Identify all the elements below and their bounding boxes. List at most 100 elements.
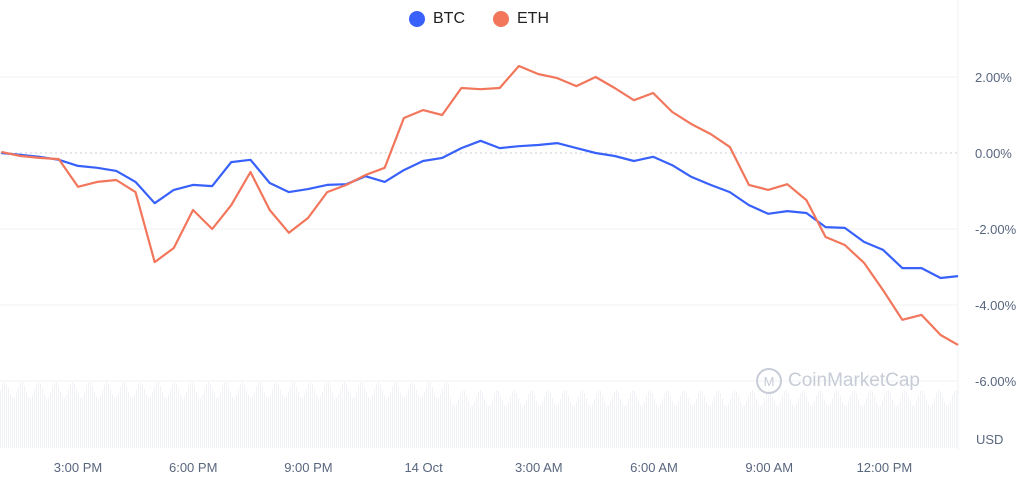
volume-bar (926, 399, 927, 448)
volume-bar (222, 386, 223, 448)
volume-bar (446, 382, 447, 448)
volume-bar (34, 389, 35, 448)
volume-bar (544, 396, 545, 448)
volume-bar (684, 390, 685, 448)
volume-bar (692, 406, 693, 448)
legend-item-btc[interactable]: BTC (409, 10, 465, 28)
volume-bar (328, 382, 329, 448)
volume-bar (380, 384, 381, 448)
volume-bar (94, 391, 95, 448)
volume-bar (478, 391, 479, 448)
series-line-btc[interactable] (1, 139, 959, 280)
volume-bar (828, 405, 829, 448)
volume-bar (586, 398, 587, 448)
volume-bar (774, 401, 775, 448)
volume-bar (62, 396, 63, 448)
legend-item-eth[interactable]: ETH (493, 10, 549, 28)
volume-bar (498, 390, 499, 448)
volume-bar (170, 389, 171, 448)
volume-bar (226, 382, 227, 448)
volume-bar (6, 383, 7, 448)
volume-bar (742, 405, 743, 448)
y-tick-label: -6.00% (975, 374, 1017, 389)
series-line-eth[interactable] (1, 64, 959, 346)
volume-bar (470, 405, 471, 448)
volume-bar (74, 383, 75, 448)
volume-bar (444, 383, 445, 448)
volume-bar (890, 393, 891, 448)
volume-bar (46, 397, 47, 448)
volume-bar (662, 398, 663, 448)
volume-bar (354, 396, 355, 448)
volume-bar (730, 398, 731, 448)
volume-bar (792, 404, 793, 448)
volume-bar (786, 390, 787, 448)
volume-bar (24, 385, 25, 448)
volume-bar (572, 405, 573, 448)
volume-bar (534, 395, 535, 448)
volume-bar (440, 394, 441, 448)
volume-bar (850, 395, 851, 448)
volume-bar (48, 397, 49, 448)
volume-bar (216, 397, 217, 448)
volume-bar (238, 389, 239, 448)
volume-bar (106, 382, 107, 448)
volume-bar (702, 391, 703, 448)
volume-bar (676, 405, 677, 448)
volume-bar (52, 386, 53, 448)
volume-bar (886, 390, 887, 448)
volume-bar (270, 394, 271, 448)
volume-bar (610, 401, 611, 448)
volume-bar (242, 382, 243, 448)
volume-bar (66, 395, 67, 448)
volume-bar (166, 397, 167, 448)
volume-bar (142, 383, 143, 448)
volume-bar (832, 398, 833, 448)
volume-bar (234, 397, 235, 448)
volume-bar (904, 390, 905, 448)
volume-bar (474, 402, 475, 448)
volume-bar (174, 382, 175, 448)
volume-bar (96, 396, 97, 448)
volume-bar (42, 388, 43, 448)
volume-bar (418, 395, 419, 448)
volume-bar (526, 399, 527, 448)
volume-bar (690, 403, 691, 448)
volume-bar (434, 392, 435, 448)
volume-bar (294, 382, 295, 448)
volume-bar (820, 390, 821, 448)
y-tick-label: 2.00% (975, 70, 1012, 85)
volume-bar (108, 383, 109, 448)
volume-bar (520, 403, 521, 448)
volume-bar (944, 402, 945, 448)
eth-dot-icon (493, 11, 509, 27)
volume-bar (634, 391, 635, 448)
volume-bar (548, 390, 549, 448)
volume-bar (340, 388, 341, 448)
volume-bar (180, 394, 181, 448)
volume-bar (472, 405, 473, 448)
volume-bar (382, 389, 383, 448)
volume-bar (156, 382, 157, 448)
volume-bar (510, 396, 511, 448)
volume-bar (628, 398, 629, 448)
volume-bar (748, 395, 749, 448)
volume-bar (456, 404, 457, 448)
volume-bar (292, 382, 293, 448)
volume-bar (760, 405, 761, 448)
legend: BTC ETH (0, 10, 958, 28)
volume-bar (648, 391, 649, 448)
volume-bar (296, 386, 297, 448)
volume-bar (356, 391, 357, 448)
volume-bar (420, 397, 421, 448)
volume-bar (286, 396, 287, 448)
volume-bar (248, 394, 249, 448)
volume-bar (698, 393, 699, 448)
volume-bar (32, 395, 33, 448)
volume-bar (532, 390, 533, 448)
volume-bar (454, 405, 455, 448)
volume-bar (928, 404, 929, 448)
volume-bar (284, 397, 285, 448)
volume-bar (800, 392, 801, 448)
